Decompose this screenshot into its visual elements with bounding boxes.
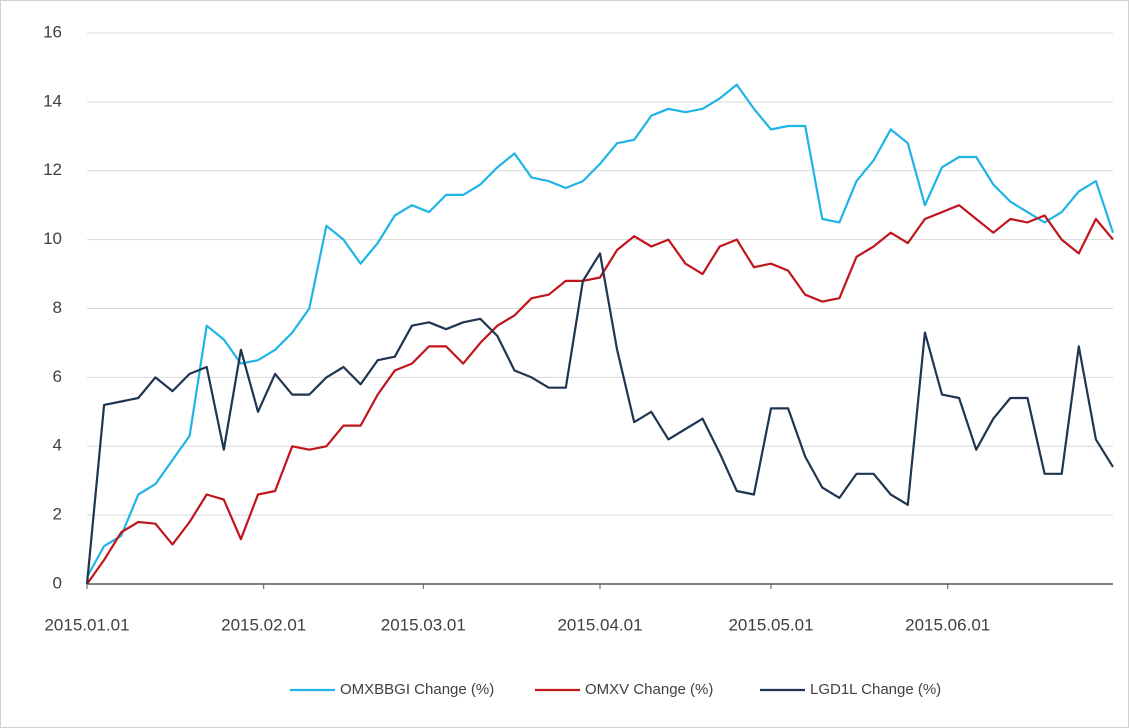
legend-label: OMXV Change (%) (585, 681, 713, 698)
y-tick-label: 10 (43, 229, 62, 248)
x-tick-label: 2015.05.01 (728, 615, 813, 634)
x-tick-label: 2015.06.01 (905, 615, 990, 634)
y-tick-label: 2 (53, 505, 62, 524)
y-tick-label: 0 (53, 573, 62, 592)
series-line (86, 204, 1114, 585)
x-tick-label: 2015.02.01 (221, 615, 306, 634)
y-tick-label: 14 (43, 91, 62, 110)
y-tick-label: 4 (53, 436, 62, 455)
y-tick-label: 16 (43, 22, 62, 41)
x-tick-label: 2015.04.01 (557, 615, 642, 634)
series-line (85, 252, 1114, 585)
x-tick-label: 2015.03.01 (381, 615, 466, 634)
y-tick-label: 8 (53, 298, 62, 317)
legend-label: LGD1L Change (%) (810, 681, 941, 698)
legend-label: OMXBBGI Change (%) (340, 681, 494, 698)
series-line (86, 83, 1115, 578)
y-tick-label: 12 (43, 160, 62, 179)
x-tick-label: 2015.01.01 (44, 615, 129, 634)
y-tick-label: 6 (53, 367, 62, 386)
